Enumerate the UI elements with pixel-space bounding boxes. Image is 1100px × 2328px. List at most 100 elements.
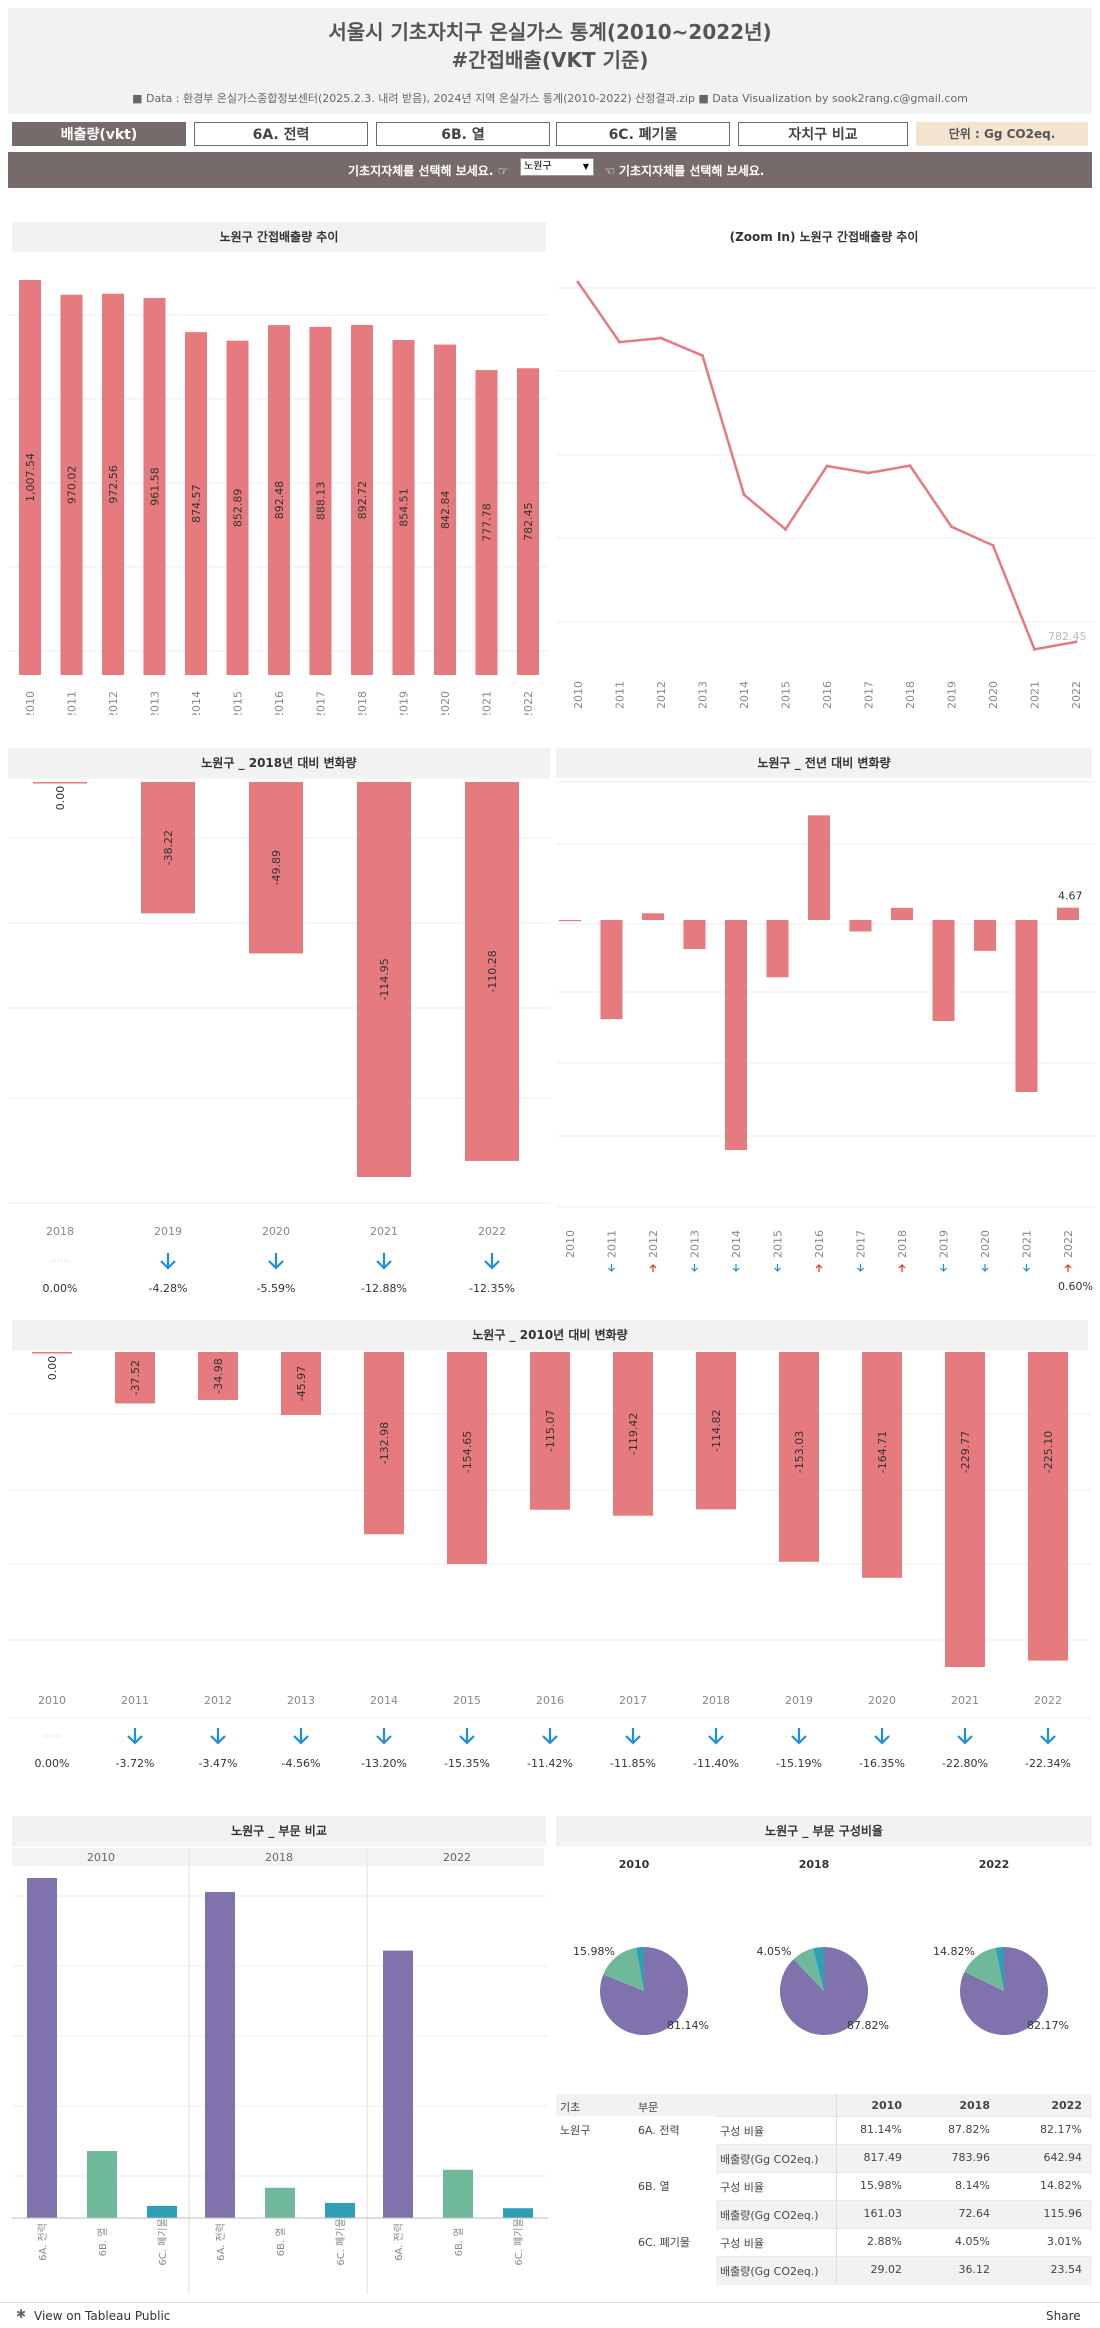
pie-year-label: 2022: [979, 1858, 1010, 1871]
x-tick-label: 2010: [564, 1230, 577, 1258]
table-cell: 72.64: [958, 2207, 991, 2220]
year-header: [12, 1848, 188, 1866]
pct-change-label: -15.35%: [444, 1757, 490, 1770]
bar: [357, 782, 411, 1177]
x-tick-label: 2019: [938, 1230, 951, 1258]
arrow-down-icon: [1023, 1264, 1030, 1272]
share-button[interactable]: Share: [1046, 2309, 1081, 2323]
bar: [351, 325, 373, 675]
x-tick-label: 2022: [478, 1225, 506, 1238]
table-cell: 115.96: [1043, 2207, 1083, 2220]
district-select[interactable]: 노원구 ▼: [520, 158, 594, 176]
table-measure-label: 배출량(Gg CO2eq.): [720, 2265, 819, 2278]
x-tick-label: 2014: [190, 691, 203, 715]
end-value-label: 4.67: [1058, 890, 1083, 903]
table-cell: 817.49: [863, 2151, 903, 2164]
selector-prompt-right: ☜ 기초지자체를 선택해 보세요.: [604, 164, 765, 178]
pct-change-label: -12.35%: [469, 1282, 515, 1295]
table-cell: 36.12: [958, 2263, 991, 2276]
bar: [1057, 907, 1079, 920]
x-tick-label: 2011: [606, 1230, 619, 1258]
table-measure-label: 구성 비율: [720, 2125, 764, 2138]
x-tick-label: 2011: [121, 1694, 149, 1707]
x-tick-label: 2014: [738, 681, 751, 709]
table-cell: 29.02: [870, 2263, 903, 2276]
bar-value-label: -229.77: [959, 1431, 972, 1473]
pie-slice: [964, 1947, 1004, 1991]
arrow-down-icon: [857, 1264, 864, 1272]
table-row: [716, 2256, 1092, 2285]
x-tick-label: 2013: [697, 681, 710, 709]
bar: [766, 920, 789, 978]
year-header-label: 2022: [443, 1851, 471, 1864]
table-header-sector: 부문: [638, 2101, 659, 2114]
bar: [1015, 920, 1038, 1092]
bar-value-label: 0.00: [46, 1356, 59, 1381]
table-measure-label: 배출량(Gg CO2eq.): [720, 2153, 819, 2166]
bar: [945, 1352, 985, 1667]
pct-change-label: -3.72%: [116, 1757, 155, 1770]
arrow-down-icon: [691, 1264, 698, 1272]
bar: [559, 920, 581, 922]
x-tick-label: 2018: [702, 1694, 730, 1707]
bar: [642, 913, 664, 920]
bar: [364, 1352, 404, 1535]
table-region-label: 노원구: [560, 2124, 591, 2137]
bar-value-label: 961.58: [149, 467, 162, 506]
end-value-label: 782.45: [1048, 630, 1087, 643]
x-tick-label: 2017: [855, 1230, 868, 1258]
bar: [808, 815, 830, 920]
nav-emissions-button[interactable]: 배출량(vkt): [12, 122, 186, 146]
arrow-down-icon: [210, 1728, 226, 1745]
arrow-down-icon: [376, 1253, 392, 1270]
bar: [447, 1352, 487, 1565]
x-tick-label: 2016: [273, 691, 286, 715]
bar-value-label: -153.03: [793, 1431, 806, 1473]
bar-value-label: 892.72: [356, 481, 369, 520]
table-measure-label: 배출량(Gg CO2eq.): [720, 2209, 819, 2222]
x-tick-label: 2016: [813, 1230, 826, 1258]
bar-value-label: -114.95: [378, 958, 391, 1000]
table-measure-label: 구성 비율: [720, 2181, 764, 2194]
bar-value-label: 1,007.54: [24, 453, 37, 502]
bar-value-label: -37.52: [129, 1360, 142, 1395]
vs2018-bar-chart: 0.00 2018 0.00% -38.22 2019 -4.28% -49.89 2020 -…: [8, 778, 550, 1295]
sector-table: 기초 부문 2010 2018 2022 노원구 6A. 전력 구성 비율 81.14% 87.8…: [556, 2094, 1092, 2290]
bar: [27, 1878, 57, 2218]
bar-value-label: -132.98: [378, 1422, 391, 1464]
chevron-down-icon: ▼: [582, 162, 589, 171]
vs2010-bar-chart: 0.00 2010 0.00% -37.52 2011 -3.72% -34.98 2012 -…: [8, 1350, 1092, 1770]
arrow-down-icon: [1040, 1728, 1056, 1745]
table-row: [716, 2144, 1092, 2173]
x-tick-label: 2011: [614, 681, 627, 709]
bar: [517, 368, 539, 675]
pct-change-label: -11.42%: [527, 1757, 573, 1770]
pie-major-label: 81.14%: [667, 2019, 709, 2032]
bar: [383, 1950, 413, 2218]
pie-slice: [995, 1947, 1004, 1991]
nav-district-compare-button[interactable]: 자치구 비교: [738, 122, 908, 146]
data-point: [825, 464, 829, 468]
panel-title-sector-compare: 노원구 _ 부문 비교: [12, 1816, 546, 1846]
tableau-public-link[interactable]: View on Tableau Public: [34, 2309, 171, 2323]
pie-minor-label: 4.05%: [757, 1945, 792, 1958]
x-tick-label: 2021: [370, 1225, 398, 1238]
x-tick-label: 6B. 열: [97, 2228, 109, 2257]
bar: [19, 280, 41, 675]
arrow-down-icon: [732, 1264, 740, 1272]
bar-value-label: 888.13: [315, 482, 328, 521]
arrow-down-icon: [542, 1728, 558, 1745]
pct-change-label: -12.88%: [361, 1282, 407, 1295]
x-tick-label: 2018: [904, 681, 917, 709]
x-tick-label: 2012: [655, 681, 668, 709]
divider: [836, 2094, 837, 2284]
arrow-down-icon: [957, 1728, 973, 1745]
pie-slice: [636, 1947, 644, 1991]
bar-value-label: -110.28: [486, 950, 499, 992]
title-line-1: 서울시 기초자치구 온실가스 통계(2010~2022년): [328, 20, 772, 44]
nav-heat-button[interactable]: 6B. 열: [376, 122, 550, 146]
nav-waste-button[interactable]: 6C. 폐기물: [556, 122, 730, 146]
arrow-down-icon: [127, 1728, 143, 1745]
nav-electricity-button[interactable]: 6A. 전력: [194, 122, 368, 146]
x-tick-label: 2017: [863, 681, 876, 709]
